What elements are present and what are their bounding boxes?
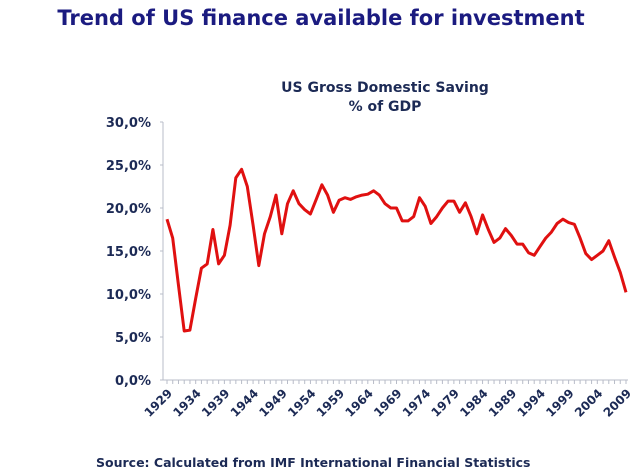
- y-tick-label: 5,0%: [115, 331, 151, 346]
- x-tick-label: 2004: [572, 386, 606, 420]
- source-note: Source: Calculated from IMF Internationa…: [96, 455, 531, 470]
- x-tick-label: 1949: [256, 386, 290, 420]
- page-title: Trend of US finance available for invest…: [57, 6, 585, 30]
- x-tick-label: 1934: [170, 386, 204, 420]
- x-tick-label: 1939: [199, 386, 233, 420]
- x-tick-label: 1999: [543, 386, 577, 420]
- y-tick-label: 25,0%: [106, 159, 151, 174]
- chart-title-line: % of GDP: [349, 99, 422, 115]
- chart-title-line: US Gross Domestic Saving: [281, 80, 489, 96]
- y-tick-label: 20,0%: [106, 202, 151, 217]
- x-tick-label: 2009: [601, 386, 635, 420]
- x-tick-label: 1994: [515, 386, 549, 420]
- y-tick-label: 0,0%: [115, 374, 151, 389]
- x-tick-label: 1954: [285, 386, 319, 420]
- x-tick-label: 1964: [342, 386, 376, 420]
- x-tick-label: 1969: [371, 386, 405, 420]
- series-line: [165, 167, 628, 333]
- x-tick-label: 1979: [428, 386, 462, 420]
- x-tick-label: 1959: [314, 386, 348, 420]
- x-tick-label: 1989: [486, 386, 520, 420]
- x-tick-label: 1944: [228, 386, 262, 420]
- y-tick-label: 15,0%: [106, 245, 151, 260]
- x-tick-label: 1929: [142, 386, 176, 420]
- y-tick-label: 10,0%: [106, 288, 151, 303]
- x-tick-label: 1984: [457, 386, 491, 420]
- x-tick-label: 1974: [400, 386, 434, 420]
- y-tick-label: 30,0%: [106, 116, 151, 131]
